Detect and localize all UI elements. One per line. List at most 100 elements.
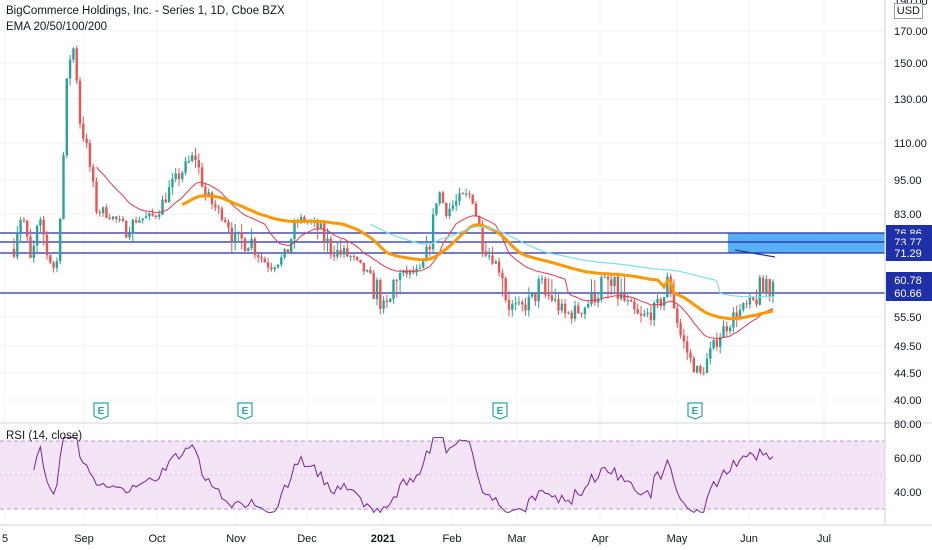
price-tick-label: 95.00: [894, 175, 922, 187]
candle-body: [468, 193, 471, 195]
candle-body: [128, 233, 131, 238]
candle-body: [392, 279, 395, 299]
candle-body: [263, 258, 266, 263]
candle-body: [755, 299, 758, 305]
candle-body: [633, 301, 636, 310]
candle-body: [702, 372, 705, 374]
candle-body: [349, 255, 352, 257]
price-label-bg: [886, 272, 932, 288]
candle-body: [488, 255, 491, 257]
candle-body: [339, 249, 342, 255]
candle-body: [111, 216, 115, 219]
candle-body: [224, 219, 227, 222]
rsi-line: [33, 437, 774, 514]
candle-body: [623, 293, 626, 301]
candle-body: [474, 203, 478, 216]
candle-body: [379, 279, 382, 309]
candle-body: [613, 276, 616, 286]
candle-body: [629, 300, 633, 302]
candle-body: [722, 326, 725, 338]
candle-body: [299, 216, 303, 222]
candle-body: [290, 239, 293, 254]
resistance-zone-layer: [728, 233, 885, 253]
rsi-label: RSI (14, close): [6, 430, 83, 442]
candle-body: [557, 299, 560, 311]
candle-body: [464, 193, 468, 195]
candle-body: [276, 264, 280, 268]
candle-body: [210, 192, 214, 205]
candle-body: [134, 220, 138, 223]
candle-body: [560, 303, 563, 311]
candle-body: [346, 247, 349, 257]
candle-body: [174, 173, 177, 179]
candle-body: [204, 186, 207, 195]
earnings-badge-icon: [687, 402, 703, 420]
candle-body: [257, 255, 260, 258]
candle-body: [415, 268, 418, 273]
candles: [12, 45, 775, 376]
price-tick-label: 55.50: [894, 312, 922, 324]
candle-body: [260, 257, 263, 259]
time-tick-label: Sep: [74, 533, 94, 545]
candle-body: [761, 277, 765, 294]
rsi-tick-label: 60.00: [894, 453, 922, 465]
candle-body: [131, 220, 134, 234]
candle-body: [293, 221, 296, 240]
candle-body: [342, 247, 346, 255]
time-tick-label: Mar: [508, 533, 527, 545]
candle-body: [164, 199, 167, 203]
candle-body: [184, 161, 187, 173]
earnings-marker: E: [492, 402, 508, 420]
candle-body: [732, 312, 735, 328]
candle-body: [471, 194, 474, 204]
candle-body: [273, 267, 276, 270]
candle-body: [524, 304, 527, 311]
candle-body: [695, 366, 699, 373]
candle-body: [395, 279, 398, 281]
candle-body: [16, 233, 19, 257]
candle-body: [372, 272, 375, 300]
price-tick-label: 110.00: [894, 138, 927, 150]
candle-body: [95, 181, 98, 213]
candle-body: [422, 261, 425, 268]
candle-body: [158, 214, 161, 217]
candle-body: [507, 300, 511, 310]
candle-body: [144, 216, 148, 219]
candle-body: [682, 335, 686, 342]
price-level-label: 71.29: [894, 248, 922, 260]
candle-body: [686, 341, 689, 353]
candle-body: [715, 339, 719, 347]
candle-body: [42, 219, 45, 235]
chart-grid: [0, 0, 885, 525]
candle-body: [233, 233, 237, 243]
candle-body: [398, 273, 402, 280]
candle-body: [656, 299, 659, 303]
candle-body: [455, 201, 458, 206]
candle-body: [544, 278, 547, 296]
candle-body: [52, 262, 55, 268]
candle-body: [332, 254, 336, 257]
earnings-badge-icon: [93, 402, 109, 420]
candle-body: [616, 276, 620, 299]
candle-body: [92, 166, 95, 182]
candle-body: [220, 208, 224, 220]
earnings-letter: E: [98, 406, 105, 417]
candle-body: [227, 221, 230, 228]
currency-badge[interactable]: USD: [893, 3, 923, 19]
candle-body: [666, 276, 669, 298]
earnings-badge-icon: [237, 402, 253, 420]
time-tick-label: Feb: [443, 533, 462, 545]
candle-body: [461, 193, 464, 195]
candle-body: [283, 249, 286, 258]
candle-body: [329, 238, 332, 255]
price-tick-label: 170.00: [894, 26, 928, 38]
candle-body: [639, 313, 643, 316]
time-tick-label: Jun: [740, 533, 758, 545]
candle-body: [517, 302, 521, 304]
candle-body: [672, 293, 676, 309]
candle-body: [78, 80, 82, 124]
candle-body: [243, 238, 247, 252]
ema-lines: [96, 166, 776, 340]
candle-body: [699, 366, 702, 373]
